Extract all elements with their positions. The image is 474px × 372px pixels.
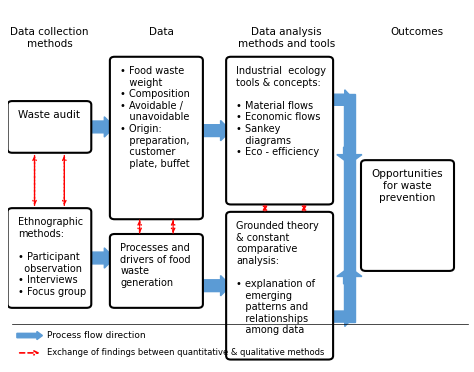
Text: Data analysis
methods and tools: Data analysis methods and tools [238, 27, 335, 49]
FancyArrow shape [17, 331, 43, 340]
FancyArrow shape [328, 90, 354, 110]
FancyBboxPatch shape [8, 208, 91, 308]
Text: Grounded theory
& constant
comparative
analysis:

• explanation of
   emerging
 : Grounded theory & constant comparative a… [237, 221, 319, 336]
Text: Data: Data [149, 27, 173, 37]
Bar [344, 94, 355, 322]
Text: Outcomes: Outcomes [390, 27, 443, 37]
Text: • Food waste
   weight
• Composition
• Avoidable /
   unavoidable
• Origin:
   p: • Food waste weight • Composition • Avoi… [120, 66, 190, 169]
FancyArrow shape [198, 276, 231, 296]
Text: Exchange of findings between quantitative & qualitative methods: Exchange of findings between quantitativ… [47, 349, 325, 357]
FancyArrow shape [328, 307, 354, 327]
FancyArrow shape [87, 117, 115, 137]
FancyBboxPatch shape [226, 57, 333, 205]
FancyBboxPatch shape [226, 212, 333, 359]
FancyBboxPatch shape [8, 101, 91, 153]
FancyBboxPatch shape [110, 234, 203, 308]
FancyArrow shape [87, 248, 115, 268]
Text: Waste audit: Waste audit [18, 110, 81, 120]
Text: Industrial  ecology
tools & concepts:

• Material flows
• Economic flows
• Sanke: Industrial ecology tools & concepts: • M… [237, 66, 327, 157]
Text: Process flow direction: Process flow direction [47, 331, 146, 340]
Text: Opportunities
for waste
prevention: Opportunities for waste prevention [372, 169, 443, 203]
Text: Data collection
methods: Data collection methods [10, 27, 89, 49]
Text: Processes and
drivers of food
waste
generation: Processes and drivers of food waste gene… [120, 243, 191, 288]
FancyArrow shape [198, 121, 231, 141]
FancyBboxPatch shape [110, 57, 203, 219]
Text: Ethnographic
methods:

• Participant
  observation
• Interviews
• Focus group: Ethnographic methods: • Participant obse… [18, 217, 86, 297]
FancyBboxPatch shape [361, 160, 454, 271]
FancyArrow shape [337, 267, 362, 284]
FancyArrow shape [337, 147, 362, 164]
